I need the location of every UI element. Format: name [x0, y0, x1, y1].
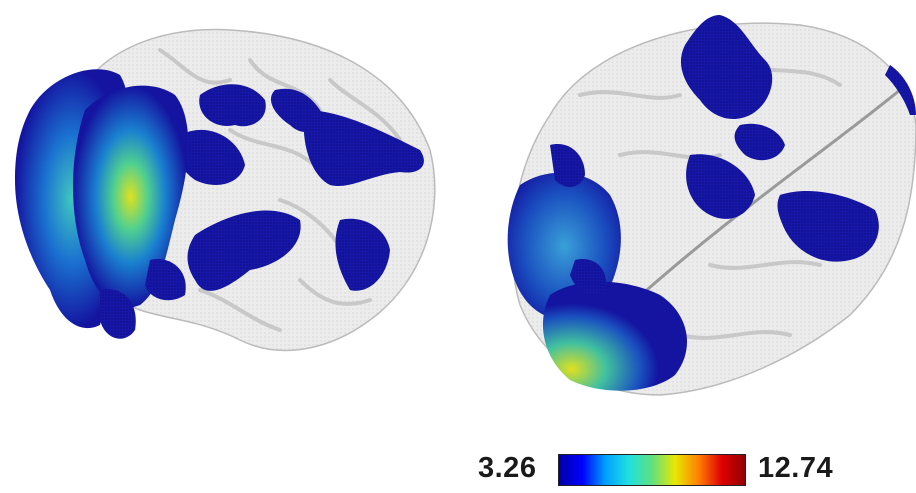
colorbar-max-label: 12.74	[758, 452, 834, 484]
colorbar-legend: 3.26 12.74	[0, 440, 916, 490]
colorbar-min-label: 3.26	[478, 452, 537, 484]
activation-clusters	[15, 69, 424, 339]
brain-lateral-render-icon	[15, 28, 436, 352]
colorbar-gradient	[558, 454, 746, 486]
brain-dorsal-render-icon	[507, 15, 916, 396]
